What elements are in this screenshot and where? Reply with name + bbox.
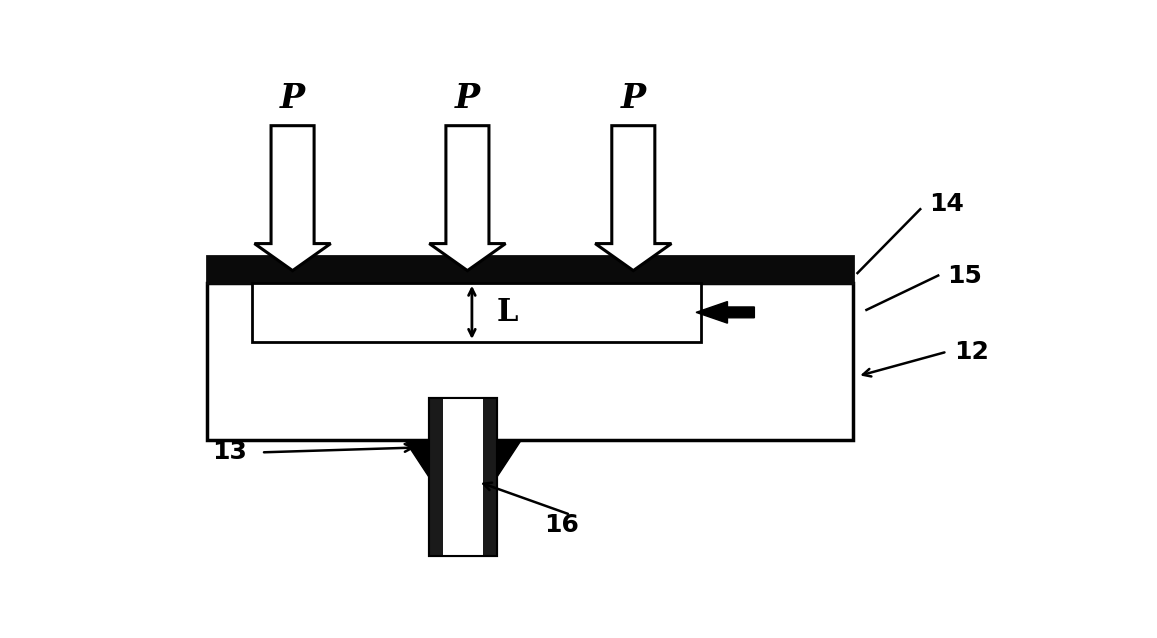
Text: 13: 13 [212,440,246,464]
Polygon shape [498,440,521,477]
Bar [207,283,853,440]
Bar [429,398,498,556]
FancyArrow shape [429,126,506,271]
Bar [429,398,443,556]
Bar [443,398,482,556]
FancyArrow shape [595,126,671,271]
Bar [252,283,701,342]
FancyArrow shape [255,126,331,271]
FancyArrow shape [697,302,754,323]
Text: 14: 14 [929,192,964,216]
Text: 12: 12 [955,339,989,364]
Text: 16: 16 [544,512,578,537]
Bar [443,398,482,556]
Text: P: P [621,82,646,115]
Text: P: P [280,82,305,115]
Bar [482,398,498,556]
Bar [429,398,498,556]
Bar [207,256,853,283]
Text: L: L [498,297,518,328]
Polygon shape [405,440,429,477]
Text: P: P [455,82,480,115]
Text: 15: 15 [948,263,982,288]
